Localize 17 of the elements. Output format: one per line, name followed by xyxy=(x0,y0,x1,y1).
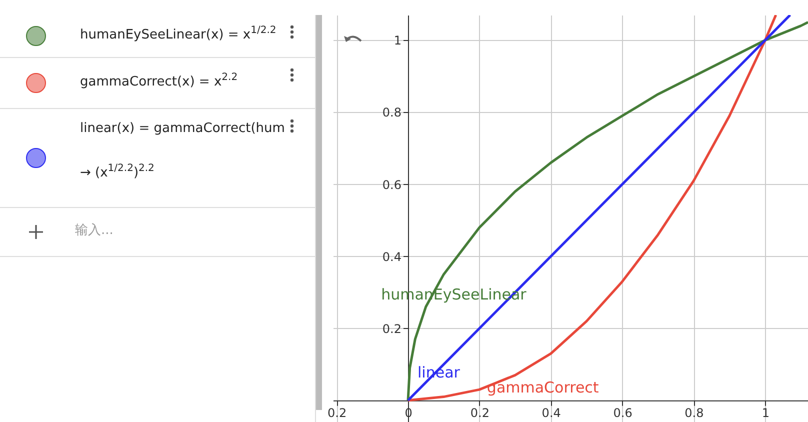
x-tick-label: 0.2 xyxy=(470,406,490,420)
text: 输入... xyxy=(75,222,114,239)
text: → (x$^{1/2.2}$)$^{2.2}$ xyxy=(80,163,154,180)
y-tick-label: 0.6 xyxy=(382,178,402,192)
y-tick-label: 0.8 xyxy=(382,106,402,120)
y-tick-label: 0.2 xyxy=(382,322,402,336)
text: gammaCorrect(x) = x$^{2.2}$ xyxy=(80,72,238,90)
x-tick-label: 0.8 xyxy=(684,406,704,420)
y-tick-label: 1 xyxy=(394,34,402,48)
text: linear(x) = gammaCorrect(hum xyxy=(80,121,285,136)
x-tick-label: 0.4 xyxy=(542,406,561,420)
y-tick-label: 0.4 xyxy=(382,250,402,264)
text: humanEySeeLinear(x) = x$^{1/2.2}$ xyxy=(80,25,276,42)
series-label: gammaCorrect xyxy=(486,378,599,397)
x-tick-label: 0.2 xyxy=(328,406,347,420)
x-tick-label: 1 xyxy=(762,406,770,420)
x-tick-label: 0.6 xyxy=(613,406,632,420)
